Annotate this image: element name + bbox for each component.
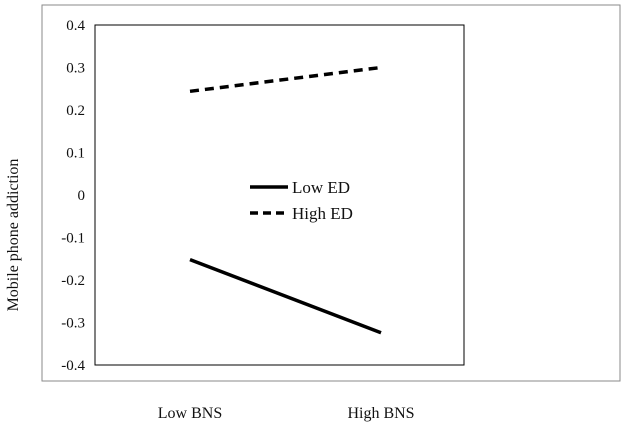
y-tick-label: 0.2 — [66, 103, 85, 119]
series-line-high-ed — [189, 65, 382, 94]
y-axis-label: Mobile phone addiction — [5, 159, 22, 312]
y-tick-label: -0.1 — [61, 231, 85, 247]
figure-outer-frame — [41, 4, 621, 382]
legend: Low ED High ED — [250, 178, 353, 223]
plot-area-frame — [94, 24, 465, 366]
x-axis-ticks: Low BNS High BNS — [158, 405, 415, 422]
y-tick-label: 0 — [78, 188, 86, 204]
y-tick-label: -0.3 — [61, 316, 85, 332]
y-tick-label: -0.2 — [61, 273, 85, 289]
legend-label: Low ED — [292, 178, 350, 197]
series-line-low-ed — [189, 257, 382, 335]
y-tick-label: 0.1 — [66, 146, 85, 162]
y-axis-ticks: 0.4 0.3 0.2 0.1 0 -0.1 -0.2 -0.3 -0.4 — [61, 18, 85, 374]
y-tick-label: -0.4 — [61, 358, 85, 374]
x-tick-label: Low BNS — [158, 405, 222, 422]
y-tick-label: 0.3 — [66, 61, 85, 77]
x-tick-label: High BNS — [347, 405, 414, 422]
series-lines — [189, 65, 382, 335]
y-tick-label: 0.4 — [66, 18, 85, 34]
legend-label: High ED — [292, 204, 353, 223]
